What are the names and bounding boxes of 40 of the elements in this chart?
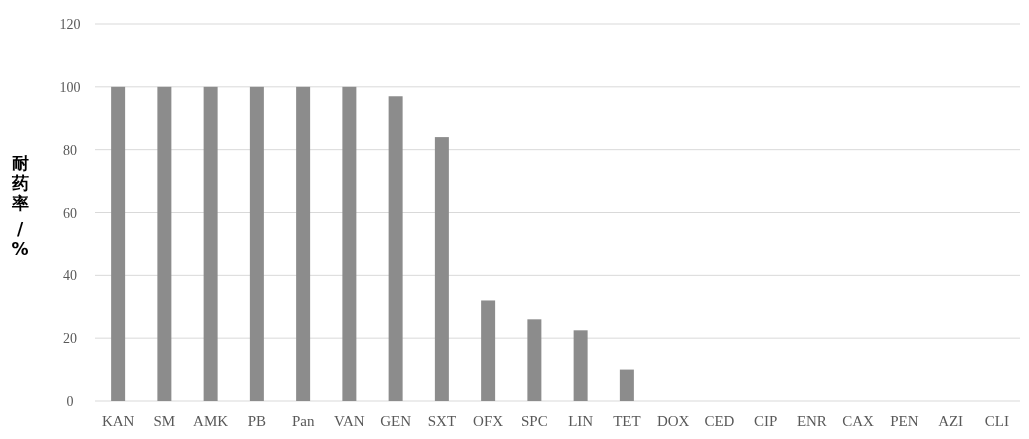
y-tick-label: 0 [66,394,74,409]
bar [388,96,403,401]
bar [573,330,588,401]
x-tick-label: ENR [796,413,827,429]
x-tick-label: SXT [427,413,457,429]
bar [342,86,357,401]
x-tick-label: AMK [193,413,229,429]
y-tick-label: 80 [63,142,77,158]
x-tick-label: LIN [568,413,594,429]
y-tick-label: 40 [63,268,77,284]
x-tick-label: AZI [938,413,964,429]
x-tick-label: Pan [291,413,315,429]
y-tick-label: 60 [63,205,77,221]
bar [434,137,449,401]
bar [203,86,218,401]
bar [296,86,311,401]
y-tick-label: 20 [63,331,77,347]
bar [619,369,634,401]
x-tick-label: SPC [521,413,548,429]
x-tick-label: GEN [380,413,412,429]
x-tick-label: VAN [334,413,365,429]
x-tick-label: CIP [753,413,778,429]
x-tick-label: DOX [656,413,690,429]
y-tick-label: 120 [59,17,81,32]
x-tick-label: OFX [473,413,504,429]
x-tick-label: SM [153,413,176,429]
x-tick-label: PB [247,413,267,429]
bar [111,86,126,401]
y-tick-label: 100 [59,79,81,95]
x-tick-label: CLI [984,413,1009,429]
x-tick-label: PEN [890,413,919,429]
x-tick-label: KAN [101,413,135,429]
x-tick-label: CAX [842,413,875,429]
x-tick-label: CED [704,413,735,429]
x-tick-label: TET [613,413,641,429]
bar [527,319,542,401]
bar [157,86,172,401]
bar [249,86,264,401]
bar [481,300,496,401]
y-axis-title: 耐药率 /% [10,152,30,259]
